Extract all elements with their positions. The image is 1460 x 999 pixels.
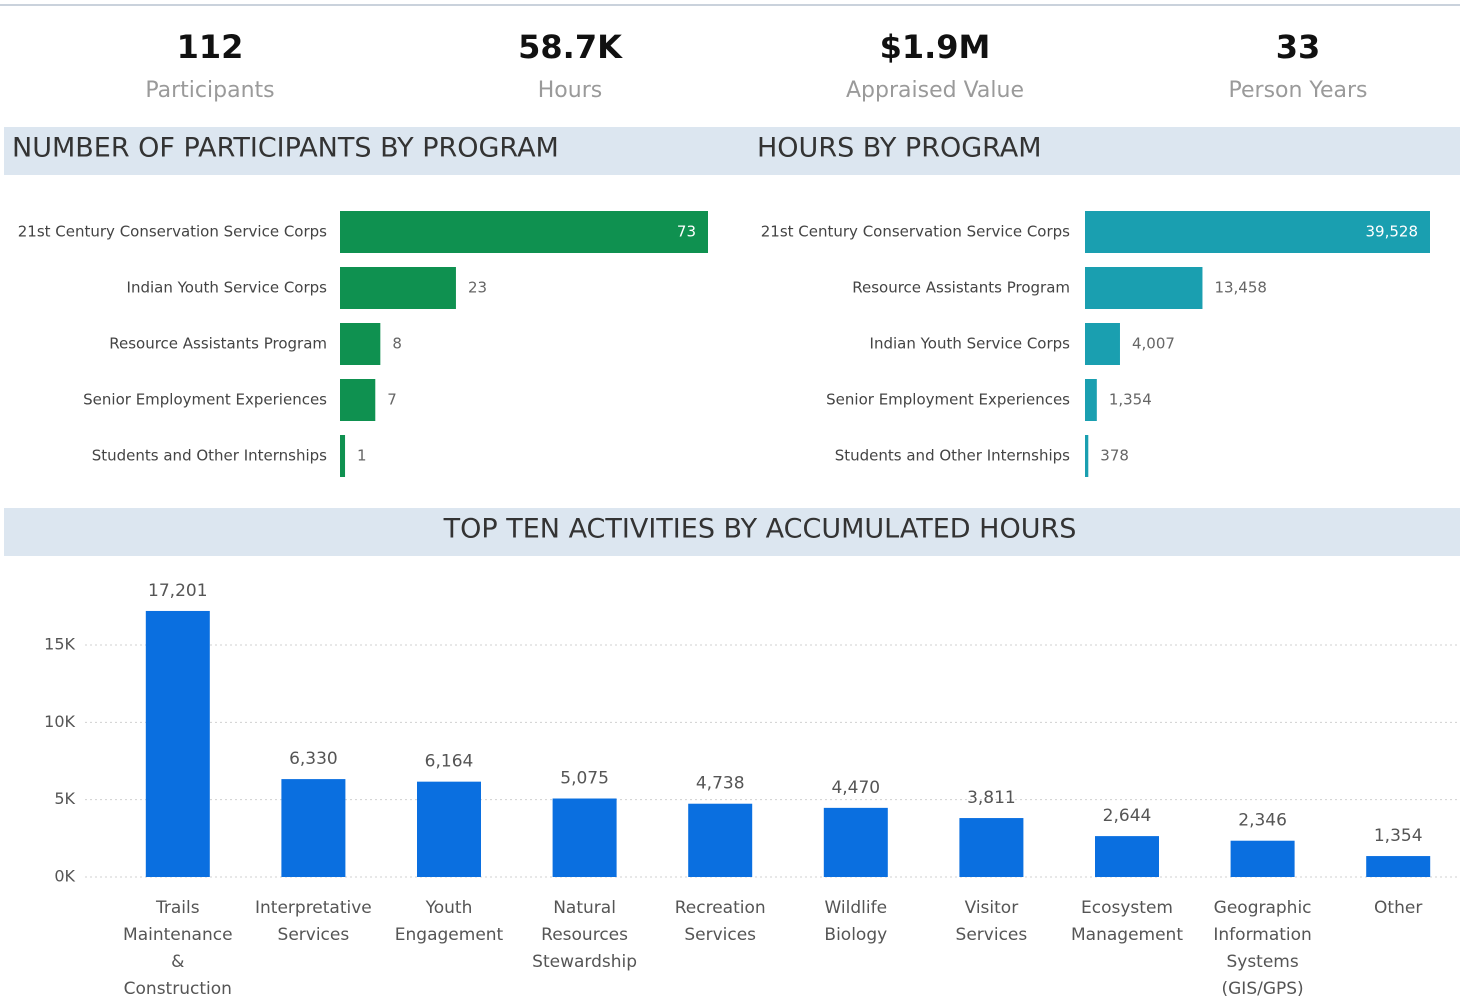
value-label: 17,201 (148, 581, 207, 601)
kpi-label: Appraised Value (846, 78, 1024, 103)
x-tick-label: Visitor Services (923, 895, 1059, 949)
y-tick-label: 15K (44, 635, 75, 654)
x-tick-label: Trails Maintenance & Construction (110, 895, 246, 999)
category-label: Resource Assistants Program (109, 335, 327, 353)
value-label: 6,164 (425, 752, 474, 772)
value-label: 1 (357, 447, 367, 465)
category-label: Indian Youth Service Corps (870, 335, 1071, 353)
bar (340, 323, 381, 365)
y-tick-label: 0K (54, 867, 75, 886)
x-tick-text: Wildlife Biology (824, 898, 888, 945)
value-label: 23 (468, 279, 487, 297)
x-tick-text: Visitor Services (955, 898, 1028, 945)
category-label: 21st Century Conservation Service Corps (761, 223, 1070, 241)
kpi-value: 33 (1276, 28, 1321, 66)
bar (552, 798, 617, 877)
bar (823, 807, 888, 877)
category-label: Senior Employment Experiences (826, 391, 1070, 409)
bar (1095, 836, 1159, 877)
kpi-value: 58.7K (518, 28, 623, 66)
x-tick-text: Other (1374, 898, 1423, 918)
kpi-value: 112 (177, 28, 244, 66)
value-label: 13,458 (1214, 279, 1267, 297)
value-label: 2,644 (1103, 806, 1152, 826)
x-tick-label: Ecosystem Management (1059, 895, 1195, 949)
bar (688, 803, 753, 877)
bar (340, 379, 376, 421)
bar (1085, 323, 1120, 365)
y-tick-label: 5K (54, 789, 75, 808)
x-tick-label: Recreation Services (652, 895, 788, 949)
x-tick-text: Geographic Information Systems (GIS/GPS) (1213, 898, 1312, 999)
value-label: 378 (1100, 447, 1129, 465)
value-label: 5,075 (560, 769, 609, 789)
category-label: Students and Other Internships (835, 447, 1070, 465)
bar (340, 267, 456, 309)
bar (959, 818, 1024, 877)
x-tick-text: Youth Engagement (394, 898, 504, 945)
x-tick-label: Wildlife Biology (788, 895, 924, 949)
header-band (4, 508, 1460, 556)
x-tick-text: Natural Resources Stewardship (532, 898, 638, 972)
chart-title: HOURS BY PROGRAM (757, 133, 1042, 164)
bar (1085, 435, 1089, 477)
x-tick-label: Natural Resources Stewardship (517, 895, 653, 976)
x-tick-label: Other (1330, 895, 1460, 922)
value-label: 39,528 (1366, 223, 1419, 241)
category-label: Resource Assistants Program (852, 279, 1070, 297)
value-label: 7 (387, 391, 397, 409)
category-label: Senior Employment Experiences (83, 391, 327, 409)
chart-title: TOP TEN ACTIVITIES BY ACCUMULATED HOURS (443, 514, 1077, 545)
bar (1085, 267, 1203, 309)
kpi-label: Person Years (1229, 78, 1368, 103)
category-label: Indian Youth Service Corps (127, 279, 328, 297)
kpi-label: Participants (145, 78, 274, 103)
category-label: Students and Other Internships (92, 447, 327, 465)
bar (145, 610, 210, 877)
value-label: 6,330 (289, 749, 338, 769)
category-label: 21st Century Conservation Service Corps (18, 223, 327, 241)
kpi-value: $1.9M (880, 28, 991, 66)
x-tick-label: Youth Engagement (381, 895, 517, 949)
bar (1085, 211, 1430, 253)
bar (1366, 856, 1431, 877)
bar (417, 781, 481, 877)
bar (1085, 379, 1097, 421)
value-label: 4,007 (1132, 335, 1175, 353)
bar (1230, 840, 1295, 877)
value-label: 73 (677, 223, 696, 241)
x-tick-text: Recreation Services (674, 898, 766, 945)
kpi-label: Hours (538, 78, 602, 103)
x-tick-text: Trails Maintenance & Construction (123, 898, 233, 999)
chart-title: NUMBER OF PARTICIPANTS BY PROGRAM (12, 133, 559, 164)
value-label: 2,346 (1238, 811, 1287, 831)
x-tick-text: Interpretative Services (255, 898, 372, 945)
value-label: 1,354 (1109, 391, 1152, 409)
value-label: 3,811 (967, 788, 1016, 808)
x-tick-label: Interpretative Services (245, 895, 381, 949)
bar (340, 435, 346, 477)
bar (281, 779, 346, 877)
x-tick-label: Geographic Information Systems (GIS/GPS) (1195, 895, 1331, 999)
bar (340, 211, 708, 253)
value-label: 4,470 (831, 778, 880, 798)
header-band (4, 127, 1460, 175)
x-tick-text: Ecosystem Management (1071, 898, 1183, 945)
value-label: 1,354 (1374, 826, 1423, 846)
value-label: 8 (392, 335, 402, 353)
y-tick-label: 10K (44, 712, 75, 731)
value-label: 4,738 (696, 774, 745, 794)
